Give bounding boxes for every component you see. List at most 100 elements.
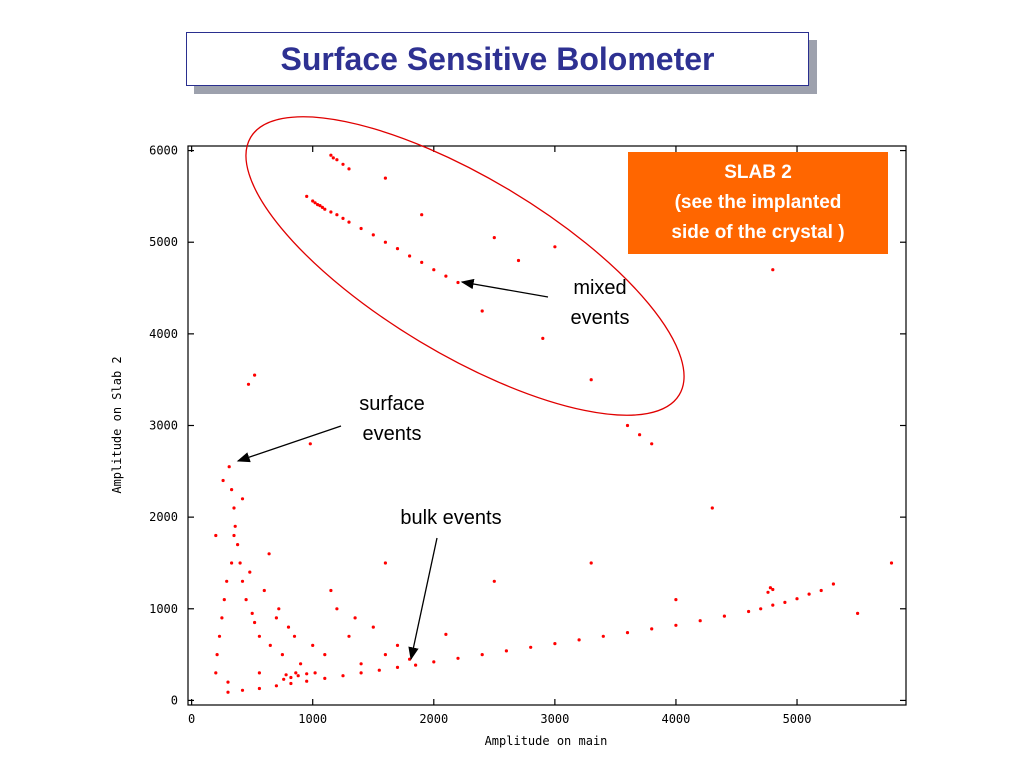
mixed-events-ellipse [245,116,685,416]
data-point [771,603,775,607]
data-point [221,478,225,483]
data-point [292,634,297,638]
surface-label-line-2: events [362,423,422,445]
data-point [225,579,229,583]
data-point [359,226,363,231]
data-point [420,213,424,217]
data-point [246,382,251,386]
data-point [341,162,345,166]
data-point [819,588,823,593]
data-point [432,268,436,272]
data-point [253,620,257,625]
y-tick-label: 3000 [149,419,178,433]
data-point [329,153,333,157]
x-axis-label: Amplitude on main [485,734,608,748]
data-point [771,268,775,272]
data-point [244,598,248,602]
data-point [480,653,484,657]
y-tick-label: 6000 [149,144,178,158]
data-point [347,167,351,171]
data-point [589,378,593,382]
bulk-events-label: bulk events [380,503,522,533]
data-point [329,210,333,214]
data-point [220,616,224,620]
callout-line-1: SLAB 2 [724,162,792,183]
data-point [262,588,266,593]
data-point [335,213,339,217]
data-point [577,638,581,642]
data-point [383,561,387,565]
data-point [331,156,335,160]
data-point [408,254,412,258]
data-point [722,614,727,618]
data-point [230,561,234,565]
surface-events-arrow [236,425,342,463]
data-point [766,590,770,594]
data-point [747,609,751,614]
data-point [323,676,327,681]
data-point [214,671,218,675]
data-point [240,579,245,583]
data-point [238,561,242,565]
data-point [240,688,245,692]
data-point [267,552,271,556]
data-point [214,533,218,538]
data-point [456,280,460,285]
data-point [240,497,245,501]
data-point [650,442,654,446]
data-point [250,611,254,616]
data-point [277,607,281,611]
data-point [280,653,284,657]
y-axis-label: Amplitude on Slab 2 [110,356,124,493]
data-point [215,653,219,657]
x-tick-label: 0 [188,712,195,726]
data-point [807,592,811,596]
data-point [282,677,286,681]
data-point [316,203,320,207]
data-point [232,533,236,538]
data-point [359,671,363,675]
data-point [444,274,448,278]
data-point [420,260,424,264]
data-point [377,668,381,672]
data-point [257,671,261,675]
data-points [214,153,894,694]
data-point [236,543,240,547]
data-point [625,423,630,428]
data-point [889,561,894,565]
data-point [674,598,678,602]
data-point [305,672,309,676]
data-point [759,607,763,611]
data-point [625,631,630,635]
data-point [383,653,387,657]
data-point [795,597,799,601]
x-tick-label: 2000 [419,712,448,726]
data-point [286,625,291,629]
data-point [353,616,357,620]
data-point [308,442,312,446]
data-point [831,582,836,586]
data-point [674,623,678,627]
y-tick-label: 5000 [149,235,178,249]
data-point [226,690,230,694]
data-point [294,671,298,675]
data-point [371,625,375,629]
data-point [335,158,339,162]
data-point [529,645,533,649]
callout-line-2: (see the implanted [674,192,842,213]
data-point [299,662,303,666]
data-point [226,680,230,684]
data-point [313,201,317,205]
x-tick-label: 4000 [661,712,690,726]
mixed-label-line-1: mixed [573,277,627,299]
mixed-events-arrow [460,278,549,298]
data-point [341,216,345,220]
data-point [323,653,327,657]
data-point [456,656,460,660]
callout-line-3: side of the crystal ) [671,222,845,243]
data-point [395,247,400,251]
x-tick-label: 5000 [783,712,812,726]
slide-title: Surface Sensitive Bolometer [280,40,715,77]
mixed-events-label: mixed events [552,273,648,333]
y-tick-label: 2000 [149,510,178,524]
